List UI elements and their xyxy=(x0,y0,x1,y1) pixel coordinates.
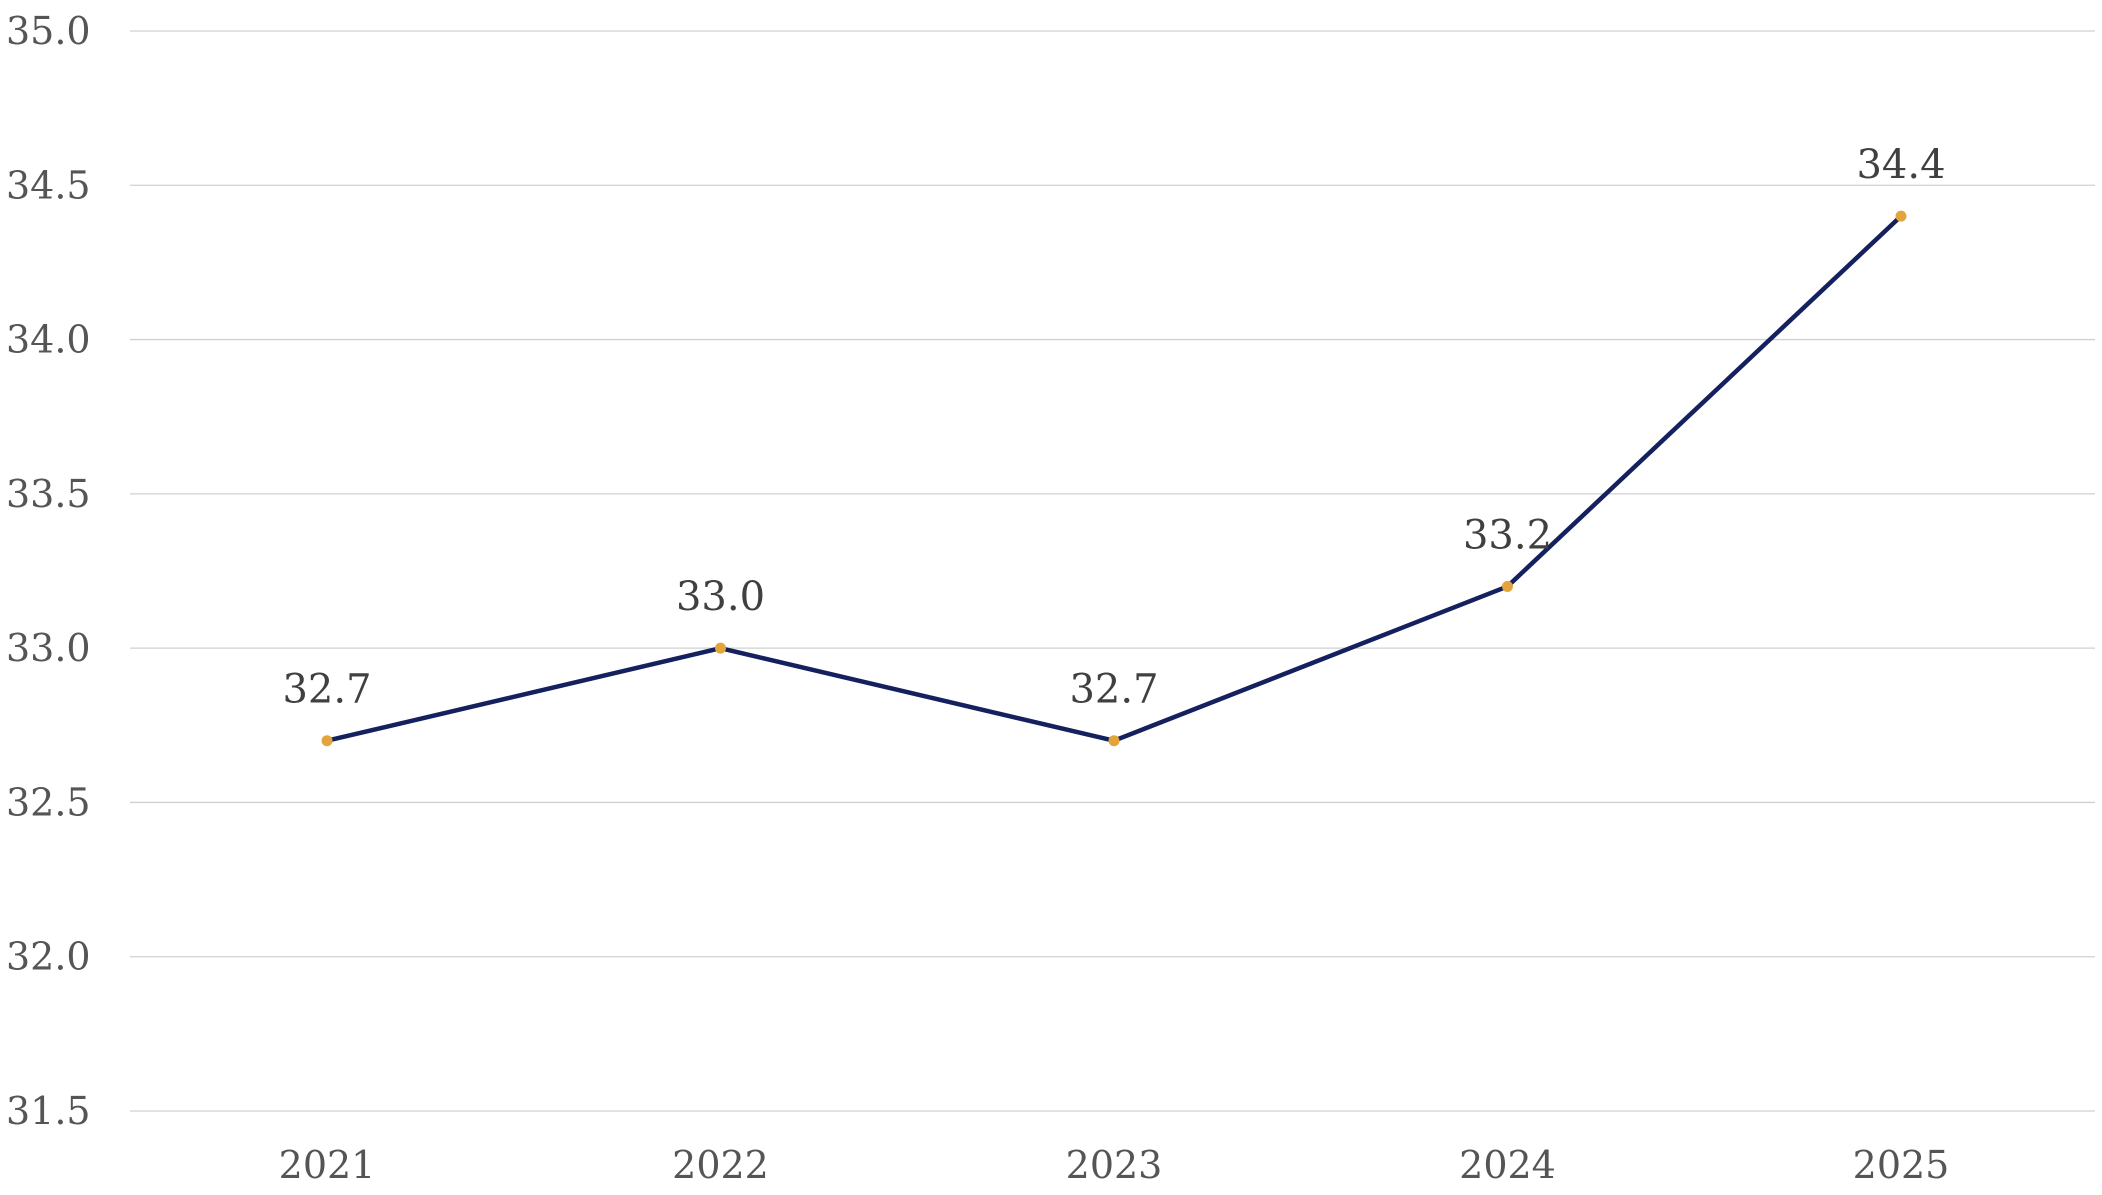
x-tick-label: 2024 xyxy=(1459,1143,1556,1187)
y-tick-label: 33.0 xyxy=(6,626,91,670)
data-label: 32.7 xyxy=(1069,667,1158,713)
data-point-marker xyxy=(1108,735,1120,747)
data-label: 33.0 xyxy=(676,574,765,620)
y-tick-label: 34.0 xyxy=(6,318,91,362)
x-axis-tick-labels: 2021 2022 2023 2024 2025 xyxy=(279,1143,1950,1187)
data-point-marker xyxy=(321,735,333,747)
data-label: 33.2 xyxy=(1463,512,1552,558)
x-tick-label: 2023 xyxy=(1066,1143,1163,1187)
y-tick-label: 35.0 xyxy=(6,9,91,53)
y-tick-label: 31.5 xyxy=(6,1089,91,1133)
data-label: 32.7 xyxy=(282,667,371,713)
data-label: 34.4 xyxy=(1856,142,1945,188)
y-tick-label: 34.5 xyxy=(6,163,91,207)
y-tick-label: 33.5 xyxy=(6,472,91,516)
data-point-marker xyxy=(715,642,726,654)
x-tick-label: 2025 xyxy=(1853,1143,1950,1187)
x-tick-label: 2022 xyxy=(672,1143,769,1187)
y-axis-tick-labels: 35.0 34.5 34.0 33.5 33.0 32.5 32.0 31.5 xyxy=(6,9,91,1133)
y-tick-label: 32.0 xyxy=(6,935,91,979)
marker-layer xyxy=(321,210,1907,747)
x-tick-label: 2021 xyxy=(279,1143,376,1187)
series-layer xyxy=(324,213,1904,743)
data-point-marker xyxy=(1895,210,1907,222)
data-label-layer: 32.7 33.0 32.7 33.2 34.4 xyxy=(282,142,1945,713)
grid-lines xyxy=(130,30,2095,1112)
series-line xyxy=(324,213,1904,743)
data-point-marker xyxy=(1502,580,1513,592)
y-tick-label: 32.5 xyxy=(6,780,91,824)
